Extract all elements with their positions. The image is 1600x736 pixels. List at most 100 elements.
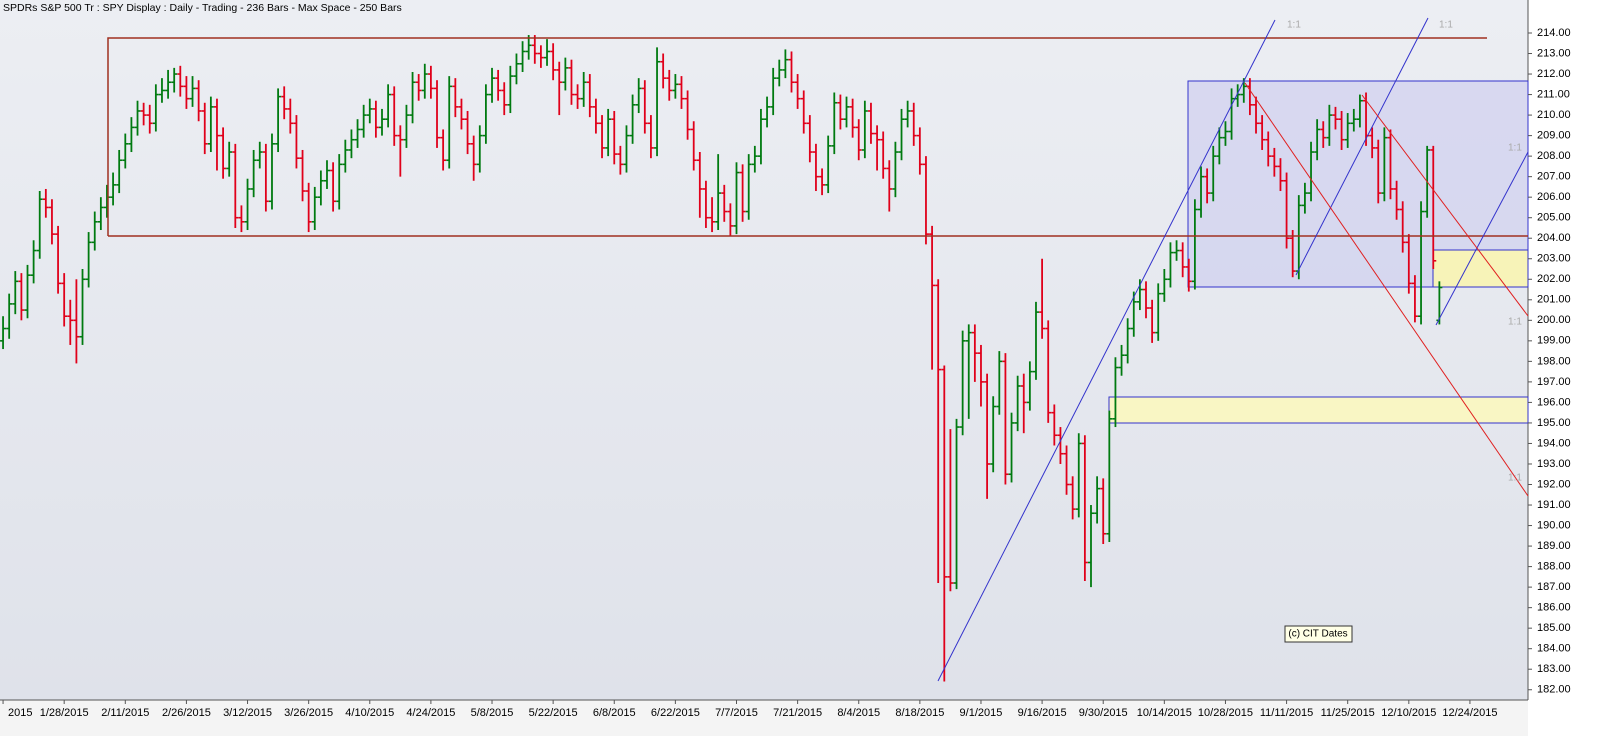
ohlc-bar xyxy=(372,100,379,138)
ohlc-bar xyxy=(97,197,104,231)
ohlc-bar xyxy=(415,74,422,101)
ohlc-bar xyxy=(336,154,343,210)
ohlc-bar xyxy=(323,160,330,189)
ohlc-bar xyxy=(947,429,954,592)
ohlc-bar xyxy=(984,373,991,499)
trend-line xyxy=(937,19,1276,682)
ohlc-bar xyxy=(898,108,905,161)
ohlc-bar xyxy=(1326,104,1333,146)
ohlc-bar xyxy=(1045,320,1052,423)
y-tick-label: 207.00 xyxy=(1537,171,1571,183)
ohlc-bar xyxy=(886,160,893,212)
ohlc-bar xyxy=(171,67,178,93)
ohlc-bar xyxy=(678,76,685,109)
ohlc-bar xyxy=(152,84,159,132)
ohlc-bar xyxy=(250,149,257,198)
y-tick-label: 194.00 xyxy=(1537,437,1571,449)
x-tick-label: 11/25/2015 xyxy=(1321,707,1375,719)
ohlc-bar xyxy=(311,186,318,231)
x-tick-label: 4/24/2015 xyxy=(406,707,455,719)
ohlc-bar xyxy=(1198,166,1205,218)
ohlc-bar xyxy=(1087,505,1094,588)
ohlc-bar xyxy=(537,45,544,68)
ohlc-bar xyxy=(220,127,227,179)
ohlc-bar xyxy=(446,76,453,169)
ohlc-bar xyxy=(855,119,862,161)
ohlc-bar xyxy=(232,143,239,228)
ohlc-bar xyxy=(1277,158,1284,192)
ohlc-bar xyxy=(531,35,538,64)
ohlc-bar xyxy=(611,110,618,165)
ohlc-bar xyxy=(299,149,306,202)
drawing-objects xyxy=(1108,80,1529,424)
ohlc-bar xyxy=(592,98,599,134)
ohlc-bar xyxy=(1204,168,1211,204)
ohlc-bar xyxy=(293,115,300,169)
ohlc-bar xyxy=(1338,110,1345,150)
ohlc-bar xyxy=(867,102,874,144)
ohlc-bar xyxy=(941,365,948,682)
ohlc-bar xyxy=(990,396,997,473)
ohlc-bar xyxy=(904,100,911,128)
ohlc-bar xyxy=(1265,131,1272,167)
x-tick-label: 6/22/2015 xyxy=(651,707,700,719)
y-tick-label: 182.00 xyxy=(1537,684,1571,696)
ohlc-bar xyxy=(666,69,673,101)
ohlc-bar xyxy=(464,110,471,155)
ohlc-bar xyxy=(1185,258,1192,292)
ohlc-bar xyxy=(971,324,978,382)
ohlc-bar xyxy=(702,180,709,228)
ohlc-bar xyxy=(470,135,477,181)
ohlc-bar xyxy=(715,154,722,231)
annotation: 1:1 xyxy=(1287,20,1301,31)
ohlc-bar xyxy=(452,78,459,118)
ohlc-bar xyxy=(379,108,385,136)
ohlc-bar xyxy=(929,225,936,370)
ohlc-bar xyxy=(1216,127,1223,165)
y-tick-label: 211.00 xyxy=(1537,88,1570,100)
ohlc-bar xyxy=(580,71,587,107)
x-tick-label: 9/16/2015 xyxy=(1018,707,1067,719)
ohlc-bar xyxy=(861,100,868,159)
ohlc-bar xyxy=(556,61,563,116)
ohlc-bar xyxy=(1350,108,1357,132)
ohlc-bar xyxy=(73,279,80,364)
ohlc-bar xyxy=(843,96,850,128)
x-tick-label: 8/4/2015 xyxy=(837,707,880,719)
ohlc-bar xyxy=(1399,201,1406,253)
ohlc-bar xyxy=(348,129,355,159)
ohlc-bar xyxy=(690,121,697,171)
ohlc-bar xyxy=(244,178,251,231)
ohlc-bar xyxy=(1210,145,1217,202)
ohlc-bar xyxy=(550,43,557,81)
ohlc-bar xyxy=(1228,88,1235,140)
ohlc-bar xyxy=(146,104,153,134)
y-tick-label: 204.00 xyxy=(1537,232,1571,244)
ohlc-bar xyxy=(134,100,141,136)
ohlc-bar xyxy=(1081,435,1088,581)
ohlc-bar xyxy=(1143,281,1149,319)
annotation: 1:1 xyxy=(1508,143,1522,154)
ohlc-bar xyxy=(812,143,819,192)
ohlc-bar xyxy=(1008,412,1015,483)
ohlc-bar xyxy=(366,98,373,124)
ohlc-bar xyxy=(458,98,465,130)
ohlc-bar xyxy=(574,84,581,109)
ohlc-bar xyxy=(268,133,275,210)
ohlc-bar xyxy=(403,104,410,148)
ohlc-bar xyxy=(965,324,972,419)
ohlc-bar xyxy=(757,108,764,165)
ohlc-bar xyxy=(806,115,813,163)
x-tick-label: 12/10/2015 xyxy=(1381,707,1436,719)
ohlc-bar xyxy=(849,98,856,138)
ohlc-bar xyxy=(1191,199,1198,290)
annotation: 1:1 xyxy=(1508,317,1522,328)
ohlc-bar xyxy=(1069,476,1076,520)
ohlc-bar xyxy=(733,162,740,235)
ohlc-bar xyxy=(158,78,165,103)
ohlc-bar xyxy=(281,86,288,120)
ohlc-bar xyxy=(1014,375,1021,432)
ohlc-bar xyxy=(1155,283,1162,341)
y-tick-label: 190.00 xyxy=(1537,519,1571,531)
ohlc-bar xyxy=(1375,139,1382,204)
